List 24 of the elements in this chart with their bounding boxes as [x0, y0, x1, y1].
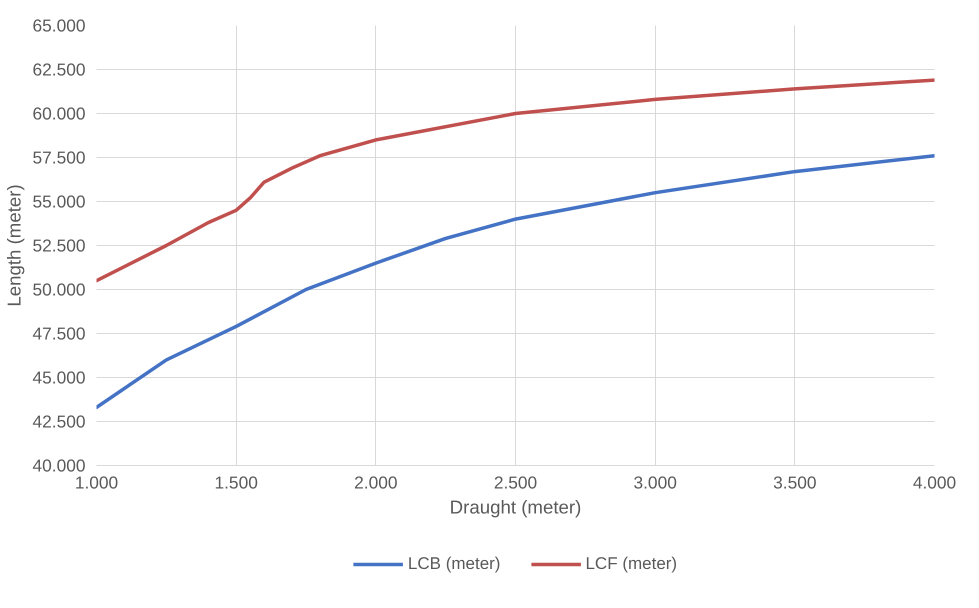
y-tick-label: 57.500	[32, 148, 86, 168]
x-axis-title: Draught (meter)	[450, 496, 582, 518]
y-tick-label: 62.500	[32, 60, 86, 80]
y-tick-label: 55.000	[32, 192, 86, 212]
y-tick-label: 40.000	[32, 456, 86, 476]
x-tick-label: 1.000	[74, 472, 118, 492]
x-tick-label: 4.000	[912, 472, 956, 492]
y-tick-label: 65.000	[32, 16, 86, 36]
line-series	[96, 154, 934, 410]
y-tick-label: 50.000	[32, 280, 86, 300]
y-tick-label: 52.500	[32, 236, 86, 256]
legend-label: LCB (meter)	[408, 554, 500, 574]
legend-label: LCF (meter)	[585, 554, 678, 574]
x-tick-label: 2.000	[354, 472, 398, 492]
x-tick-label: 3.500	[773, 472, 817, 492]
y-axis-title: Length (meter)	[4, 184, 24, 307]
line-series	[96, 78, 934, 282]
y-tick-label: 60.000	[32, 104, 86, 124]
y-tick-label: 42.500	[32, 412, 86, 432]
x-tick-label: 1.500	[214, 472, 258, 492]
y-tick-label: 47.500	[32, 324, 86, 344]
y-tick-label: 45.000	[32, 368, 86, 388]
x-tick-label: 2.500	[494, 472, 538, 492]
x-tick-label: 3.000	[633, 472, 677, 492]
